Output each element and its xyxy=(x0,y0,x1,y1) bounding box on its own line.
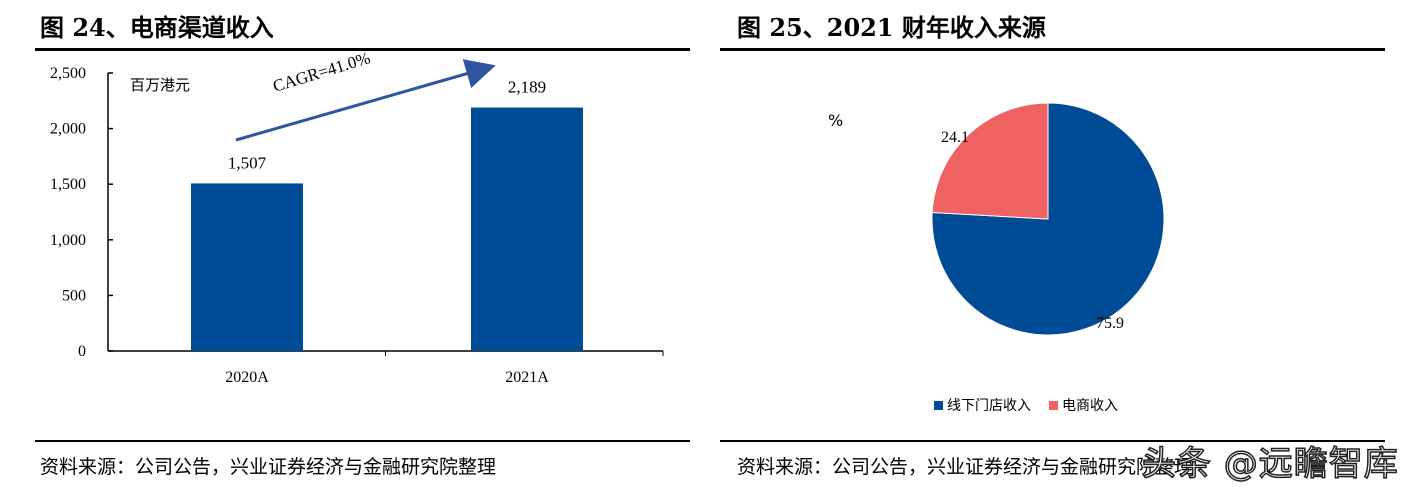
cagr-label: CAGR=41.0% xyxy=(271,48,373,96)
y-tick-label: 1,000 xyxy=(50,232,86,249)
cagr-arrow xyxy=(235,59,496,142)
x-tick-label: 2020A xyxy=(225,369,269,386)
divider xyxy=(35,48,690,51)
pie-legend: 线下门店收入 电商收入 xyxy=(934,395,1118,415)
pie-value-label: 24.1 xyxy=(941,129,969,146)
y-tick-label: 0 xyxy=(78,343,86,360)
y-tick-label: 500 xyxy=(62,287,86,304)
legend-item-offline: 线下门店收入 xyxy=(934,395,1031,415)
watermark: 头条 @远瞻智库 xyxy=(1141,443,1399,485)
pie-value-label: 75.9 xyxy=(1096,315,1124,332)
right-chart-title: 图 25、2021 财年收入来源 xyxy=(737,13,1046,42)
pie-slice-0 xyxy=(931,102,1165,336)
divider xyxy=(35,440,690,442)
y-tick-label: 1,500 xyxy=(50,176,86,193)
bar-value-label: 1,507 xyxy=(228,153,267,172)
divider xyxy=(720,440,1385,442)
bar-2020A xyxy=(191,183,303,351)
bar-value-label: 2,189 xyxy=(508,78,546,97)
charts-svg: 0 500 1,000 1,500 2,000 2,500 1,507 2020A 2,189 2… xyxy=(50,48,1165,386)
bar-2021A xyxy=(471,107,583,352)
divider xyxy=(720,48,1385,51)
unit-label: 百万港元 xyxy=(130,76,190,94)
pie-unit-label: % xyxy=(828,111,843,130)
pie-slice-1 xyxy=(931,102,1049,220)
y-tick-label: 2,000 xyxy=(50,121,86,138)
x-tick-label: 2021A xyxy=(505,369,549,386)
y-tick-label: 2,500 xyxy=(50,65,86,82)
right-source: 资料来源：公司公告，兴业证券经济与金融研究院整理 xyxy=(737,456,1194,478)
left-source: 资料来源：公司公告，兴业证券经济与金融研究院整理 xyxy=(40,456,497,478)
legend-item-ecommerce: 电商收入 xyxy=(1049,395,1118,415)
left-chart-title: 图 24、电商渠道收入 xyxy=(40,13,274,42)
